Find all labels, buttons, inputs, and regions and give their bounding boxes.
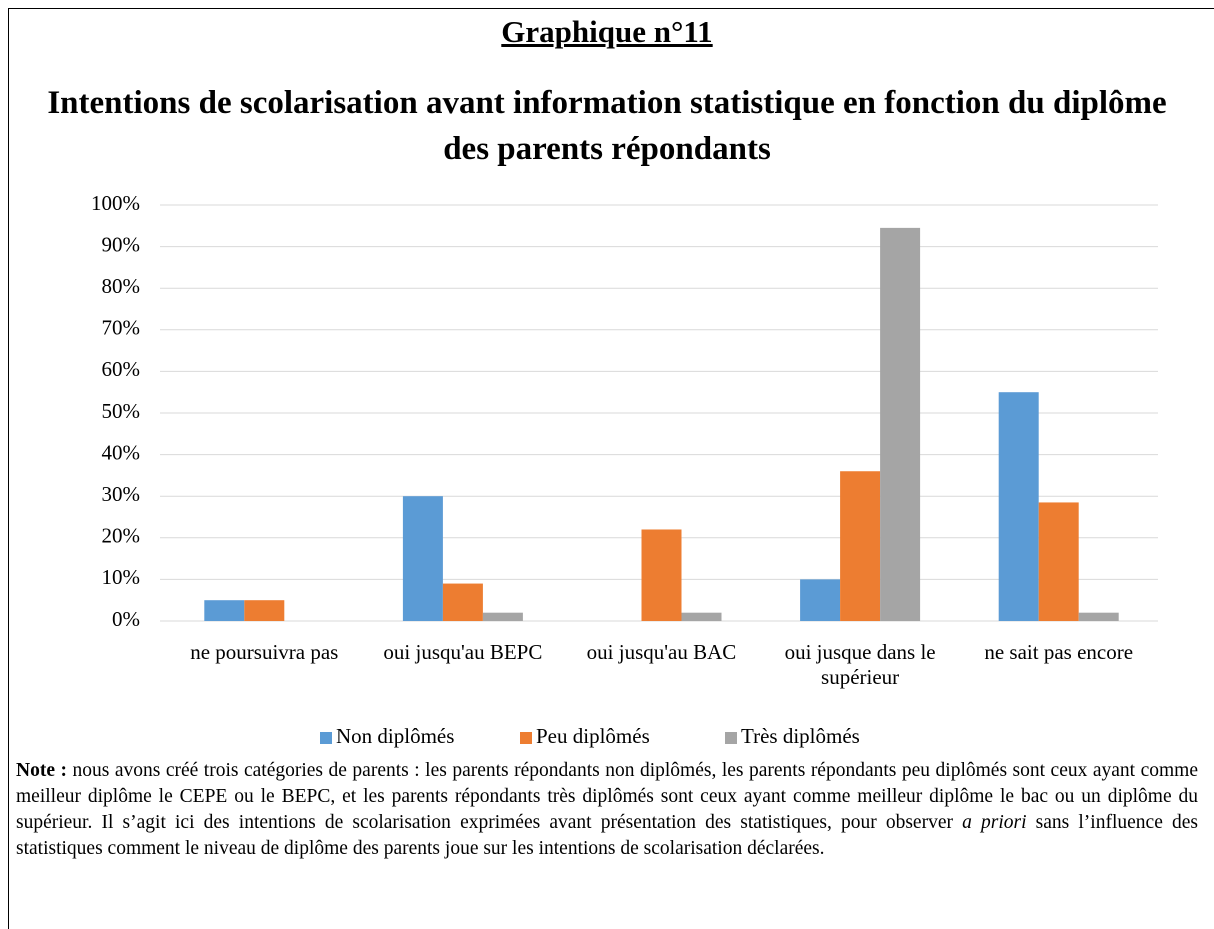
bar xyxy=(800,579,841,621)
y-tick-label: 70% xyxy=(102,316,141,340)
y-tick-label: 20% xyxy=(102,524,141,548)
legend-swatch xyxy=(320,732,332,744)
legend-swatch xyxy=(520,732,532,744)
figure-label: Graphique n°11 xyxy=(501,14,713,49)
y-tick-label: 100% xyxy=(91,191,140,215)
bar xyxy=(998,392,1039,621)
legend-label: Peu diplômés xyxy=(536,724,650,748)
y-tick-label: 90% xyxy=(102,232,141,256)
bar xyxy=(482,612,523,621)
x-tick-label: oui jusqu'au BEPC xyxy=(383,640,543,664)
note: Note : nous avons créé trois catégories … xyxy=(16,758,1198,862)
legend-label: Très diplômés xyxy=(741,724,860,748)
x-tick-label: ne poursuivra pas xyxy=(190,640,339,664)
bar xyxy=(204,600,245,621)
bar xyxy=(1078,612,1119,621)
bar xyxy=(244,600,285,621)
note-emphasis: a priori xyxy=(962,812,1027,833)
bar xyxy=(402,496,443,621)
y-tick-label: 30% xyxy=(102,482,141,506)
y-tick-label: 80% xyxy=(102,274,141,298)
y-tick-label: 60% xyxy=(102,357,141,381)
bar xyxy=(840,471,881,621)
legend-label: Non diplômés xyxy=(336,724,454,748)
note-label: Note : xyxy=(16,760,67,781)
chart-title: Intentions de scolarisation avant inform… xyxy=(47,85,1167,167)
y-tick-label: 50% xyxy=(102,399,141,423)
x-tick-label: ne sait pas encore xyxy=(984,640,1134,664)
y-tick-label: 0% xyxy=(112,607,140,631)
bar xyxy=(880,227,921,621)
note-text: sans l’influence des statistiques commen… xyxy=(16,812,1198,859)
y-tick-label: 10% xyxy=(102,565,141,589)
bar xyxy=(681,612,722,621)
y-tick-label: 40% xyxy=(102,440,141,464)
bar xyxy=(1038,502,1079,621)
note-text: nous avons créé trois catégories de pare… xyxy=(16,760,1198,833)
x-tick-label: oui jusqu'au BAC xyxy=(586,640,737,664)
bar xyxy=(442,583,483,621)
frame xyxy=(8,8,1214,929)
bar xyxy=(641,529,682,621)
legend-swatch xyxy=(725,732,737,744)
x-tick-label: oui jusque dans le supérieur xyxy=(784,640,936,689)
